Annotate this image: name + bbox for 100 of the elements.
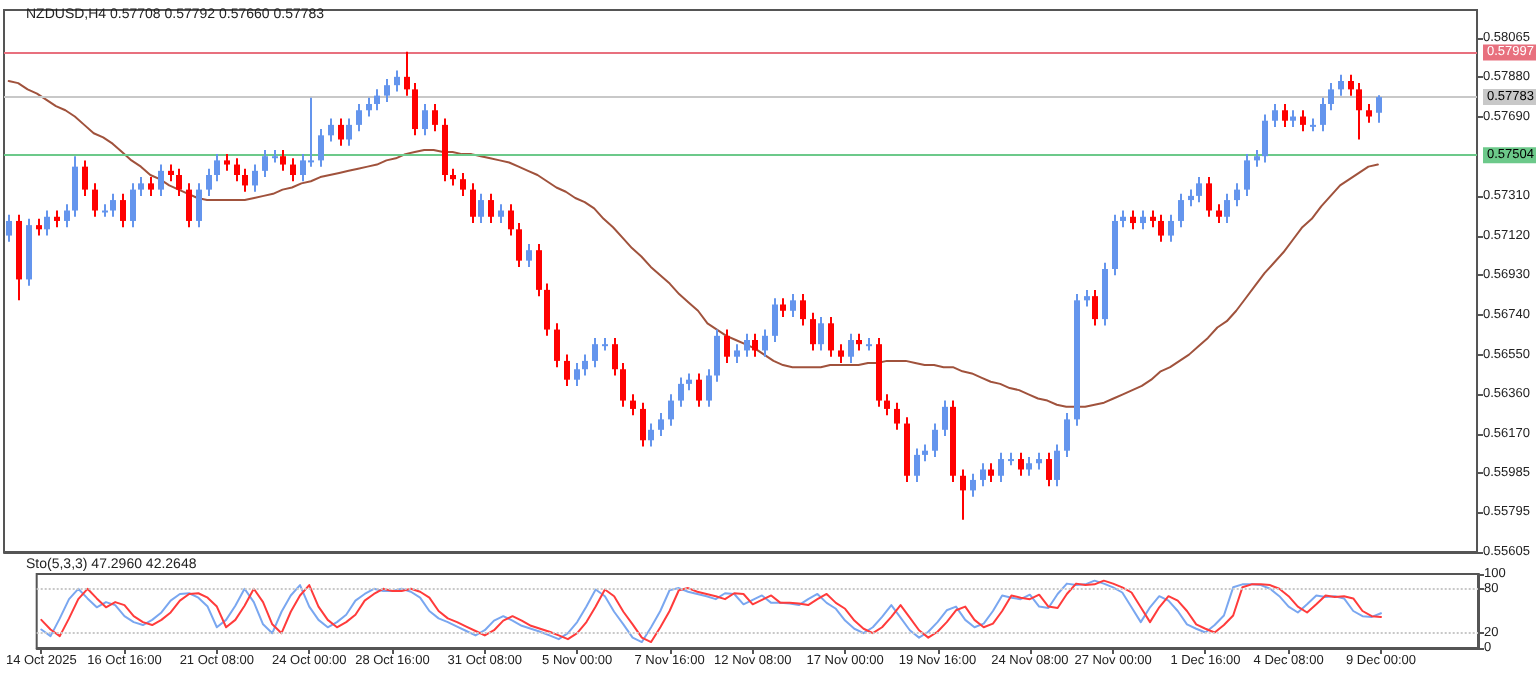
candlestick (894, 401, 900, 431)
candlestick (1282, 102, 1288, 128)
candlestick (280, 148, 286, 172)
candlestick (526, 242, 532, 268)
candlestick (432, 102, 438, 133)
candlestick (790, 293, 796, 319)
candlestick (366, 96, 372, 118)
candlestick (252, 163, 258, 193)
candlestick (932, 422, 938, 458)
candlestick (242, 167, 248, 193)
candlestick (346, 117, 352, 147)
candlestick (120, 192, 126, 229)
candlestick (384, 77, 390, 103)
candlestick (1320, 96, 1326, 133)
candlestick (762, 328, 768, 358)
candlestick (828, 316, 834, 358)
candlestick (1046, 451, 1052, 488)
candlestick (516, 222, 522, 268)
candlestick (196, 182, 202, 229)
candlestick (564, 353, 570, 387)
candlestick (640, 401, 646, 448)
candlestick (658, 412, 664, 438)
candlestick (498, 203, 504, 225)
line-series (40, 579, 1382, 644)
candlestick (328, 117, 334, 143)
candlestick (1262, 113, 1268, 164)
candlestick (130, 182, 136, 229)
candlestick (148, 176, 154, 197)
candlestick (138, 176, 144, 197)
candlestick (772, 297, 778, 344)
candlestick (1196, 176, 1202, 204)
candlestick (800, 293, 806, 327)
candlestick (1140, 209, 1146, 231)
candlestick (818, 316, 824, 352)
candlestick (1026, 455, 1032, 477)
candlestick (838, 343, 844, 364)
candlestick (810, 311, 816, 352)
candlestick (186, 182, 192, 229)
candlestick (1234, 182, 1240, 208)
candlestick (508, 203, 514, 237)
candlestick (1272, 102, 1278, 128)
candlestick (960, 468, 966, 521)
candlestick (262, 148, 268, 179)
candlestick (234, 157, 240, 183)
candlestick (998, 451, 1004, 484)
candlestick (1130, 209, 1136, 231)
candlestick (780, 297, 786, 319)
candlestick (158, 163, 164, 197)
candlestick (714, 328, 720, 383)
candlestick (554, 322, 560, 369)
candlestick (1168, 213, 1174, 243)
candlestick (488, 192, 494, 225)
candlestick (544, 282, 550, 337)
candlestick (970, 472, 976, 498)
candlestick (64, 203, 70, 229)
candlestick (582, 353, 588, 377)
candlestick (308, 96, 314, 168)
candlestick (744, 332, 750, 358)
candlestick (942, 399, 948, 438)
candlestick (574, 361, 580, 387)
candlestick (318, 128, 324, 168)
candlestick (668, 393, 674, 427)
candlestick (592, 336, 598, 369)
candlestick (648, 422, 654, 448)
candlestick (1244, 153, 1250, 197)
candlestick (1338, 73, 1344, 97)
candlestick (356, 102, 362, 133)
candlestick (72, 155, 78, 218)
candlestick (1054, 443, 1060, 488)
candlestick (44, 209, 50, 237)
candlestick (290, 157, 296, 183)
candlestick (6, 213, 12, 243)
candlestick (1092, 288, 1098, 327)
candlestick (374, 88, 380, 112)
candlestick (470, 182, 476, 225)
candlestick (1376, 94, 1382, 124)
candlestick (1064, 412, 1070, 458)
candlestick (848, 332, 854, 364)
candlestick (176, 167, 182, 197)
candlestick (110, 192, 116, 218)
candlestick (1366, 102, 1372, 124)
candlestick (988, 462, 994, 484)
candlestick (1216, 203, 1222, 225)
candlestick (214, 153, 220, 183)
candlestick (914, 447, 920, 484)
candlestick (422, 102, 428, 137)
candlestick (1300, 109, 1306, 133)
line-series (7, 80, 1379, 408)
candlestick (536, 242, 542, 298)
candlestick (612, 336, 618, 377)
candlestick (980, 462, 986, 488)
candlestick (1178, 192, 1184, 229)
candlestick (1348, 73, 1354, 97)
candlestick (300, 153, 306, 183)
candlestick (478, 192, 484, 225)
candlestick (1158, 213, 1164, 243)
candlestick (206, 167, 212, 197)
candlestick (1356, 82, 1362, 141)
candlestick (734, 343, 740, 364)
candlestick (394, 69, 400, 93)
